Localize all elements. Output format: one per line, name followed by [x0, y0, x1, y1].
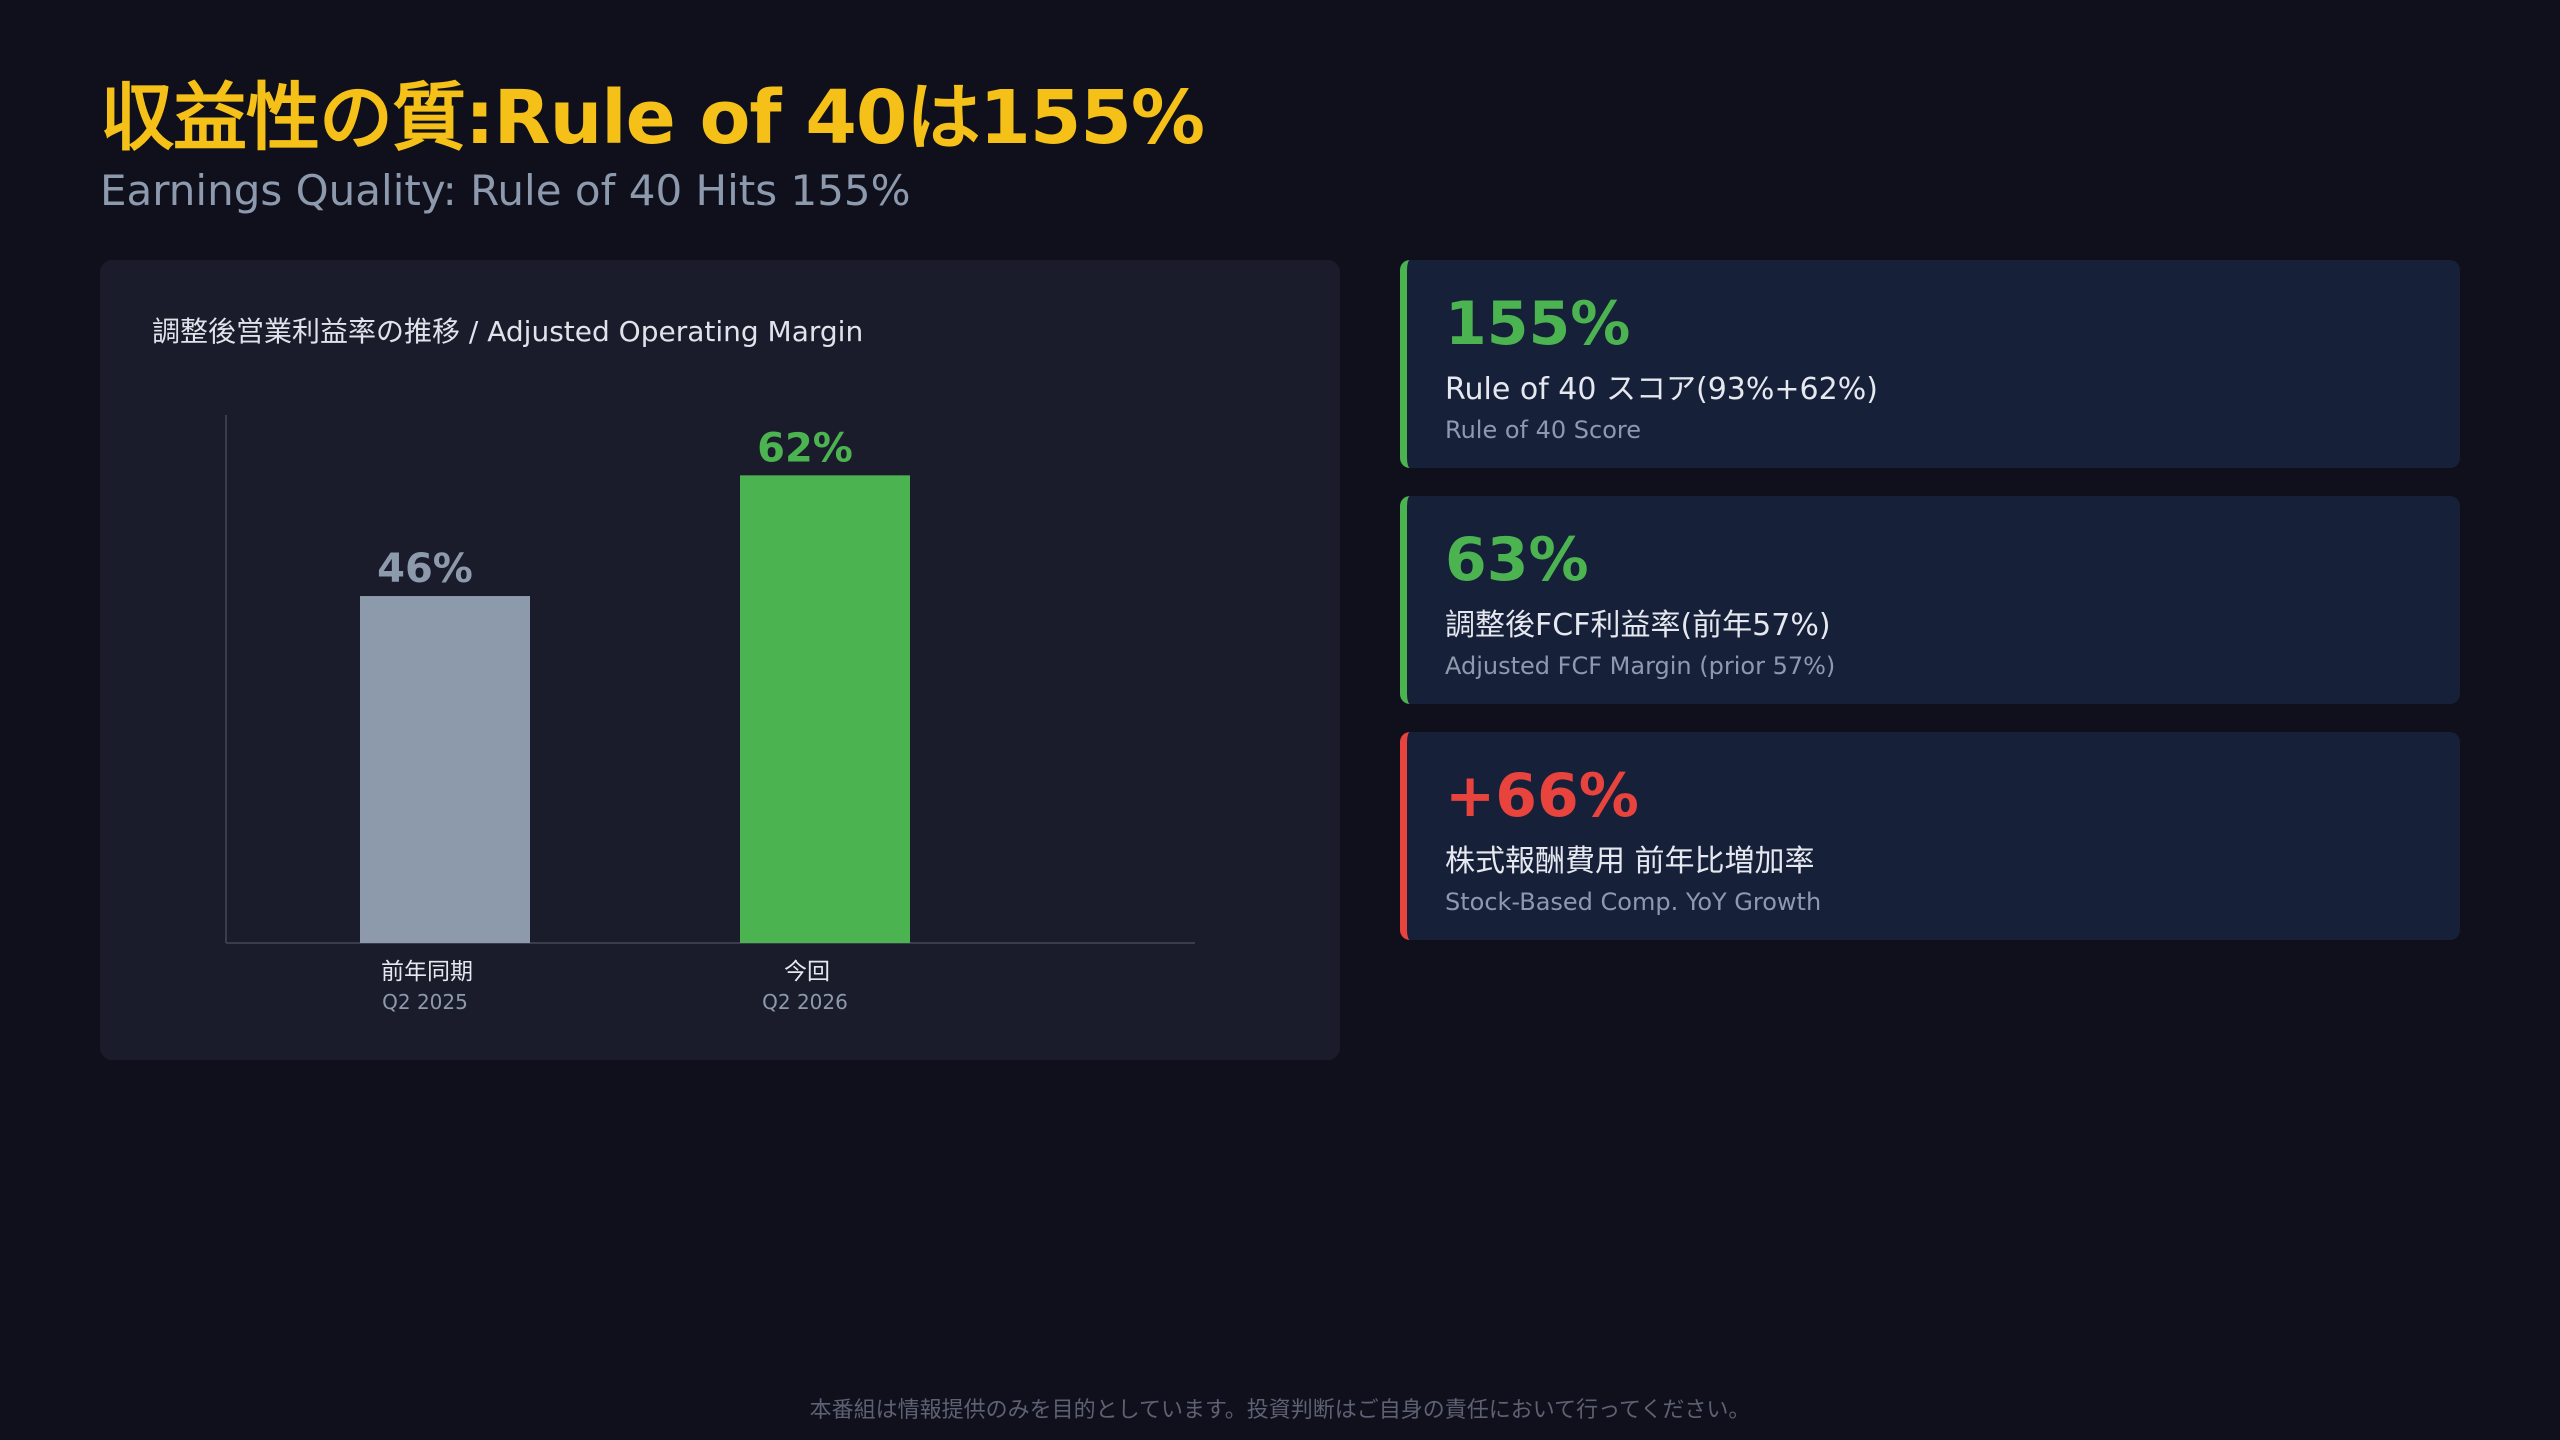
x-tick-label: 今回	[784, 959, 830, 985]
bar-chart: 46% 前年同期 Q2 2025 62% 今回 Q2 2026	[225, 415, 1195, 1014]
metric-sublabel: Adjusted FCF Margin (prior 57%)	[1445, 652, 1836, 680]
disclaimer: 本番組は情報提供のみを目的としています。投資判断はご自身の責任において行ってくだ…	[809, 1398, 1751, 1423]
chart-title: 調整後営業利益率の推移 / Adjusted Operating Margin	[152, 315, 864, 348]
chart-panel: 調整後営業利益率の推移 / Adjusted Operating Margin …	[100, 260, 1340, 1060]
metric-sublabel: Rule of 40 Score	[1445, 416, 1642, 444]
metric-value: +66%	[1445, 761, 1639, 831]
x-tick-sublabel: Q2 2026	[762, 990, 848, 1014]
metric-label: 調整後FCF利益率(前年57%)	[1445, 608, 1831, 643]
metric-card-sbc-growth: +66% 株式報酬費用 前年比増加率 Stock-Based Comp. YoY…	[1400, 732, 2460, 940]
data-label: 62%	[757, 425, 853, 471]
metric-cards: 155% Rule of 40 スコア(93%+62%) Rule of 40 …	[1400, 260, 2460, 968]
metric-label: 株式報酬費用 前年比増加率	[1445, 844, 1815, 879]
x-tick-sublabel: Q2 2025	[382, 990, 468, 1014]
x-tick-label: 前年同期	[381, 959, 473, 985]
metric-value: 155%	[1445, 289, 1631, 359]
metric-value: 63%	[1445, 525, 1589, 595]
bar-1	[360, 596, 530, 943]
metric-label: Rule of 40 スコア(93%+62%)	[1445, 372, 1878, 407]
data-label: 46%	[377, 546, 473, 592]
metric-sublabel: Stock-Based Comp. YoY Growth	[1445, 888, 1822, 916]
metric-card-rule-of-40: 155% Rule of 40 スコア(93%+62%) Rule of 40 …	[1400, 260, 2460, 468]
page-title: 収益性の質:Rule of 40は155%	[100, 75, 1205, 161]
bar-2	[740, 475, 910, 943]
page-subtitle: Earnings Quality: Rule of 40 Hits 155%	[100, 166, 911, 215]
metric-card-fcf-margin: 63% 調整後FCF利益率(前年57%) Adjusted FCF Margin…	[1400, 496, 2460, 704]
